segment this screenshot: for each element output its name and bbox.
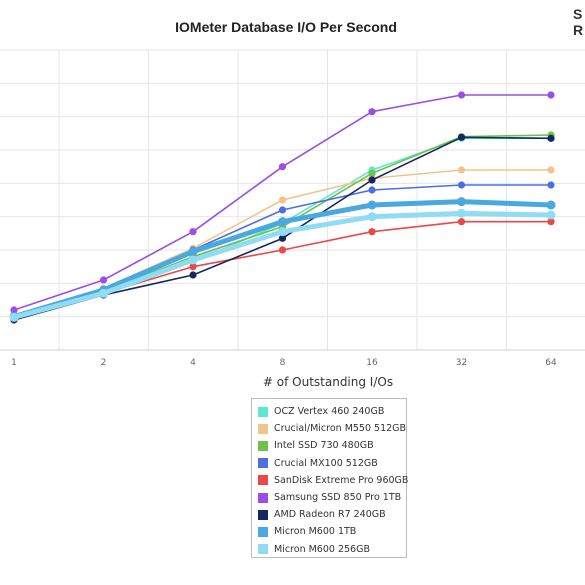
data-point [368, 169, 376, 177]
chart-legend: OCZ Vertex 460 240GB Crucial/Micron M550 … [251, 398, 409, 558]
legend-label: Crucial MX100 512GB [274, 457, 378, 469]
x-tick-label: 32 [456, 358, 467, 368]
site-logo: S R [573, 6, 583, 38]
data-point [368, 176, 376, 184]
data-point [99, 288, 108, 298]
x-tick-label: 2 [101, 358, 107, 368]
chart-grid [0, 49, 585, 351]
data-point [457, 133, 466, 141]
data-point [367, 212, 377, 222]
legend-swatch [258, 458, 268, 469]
x-tick-label: 1 [11, 358, 17, 368]
legend-label: Micron M600 256GB [274, 543, 370, 555]
data-point [457, 197, 466, 207]
series-micron-m600-256gb [9, 208, 556, 322]
legend-item: Intel SSD 730 480GB [258, 437, 406, 454]
legend-label: Intel SSD 730 480GB [274, 440, 374, 452]
data-point [9, 312, 19, 322]
data-point [189, 228, 197, 236]
data-point [99, 276, 108, 284]
data-point [546, 210, 556, 220]
data-point [189, 271, 197, 279]
data-point [368, 108, 376, 116]
legend-label: SanDisk Extreme Pro 960GB [274, 474, 409, 486]
data-point [547, 134, 555, 142]
legend-label: Crucial/Micron M550 512GB [274, 423, 407, 435]
data-point [278, 246, 287, 254]
data-point [367, 200, 377, 210]
legend-swatch [258, 526, 268, 537]
x-tick-label: 64 [545, 358, 557, 368]
data-point [278, 196, 287, 204]
chart-title: IOMeter Database I/O Per Second [175, 19, 397, 35]
legend-swatch [258, 492, 268, 503]
legend-swatch [258, 544, 268, 555]
legend-swatch [258, 440, 268, 451]
legend-item: OCZ Vertex 460 240GB [258, 403, 406, 420]
data-point [188, 247, 198, 257]
data-point [278, 227, 287, 237]
legend-item: Micron M600 1TB [258, 523, 406, 540]
legend-label: OCZ Vertex 460 240GB [274, 406, 385, 418]
data-point [546, 200, 556, 210]
series-samsung-ssd-850-pro-1tb [10, 91, 555, 314]
data-point [457, 91, 466, 99]
x-tick-label: 4 [190, 358, 196, 368]
logo-letter-top: S [573, 6, 582, 22]
legend-label: Samsung SSD 850 Pro 1TB [274, 492, 402, 504]
data-point [547, 166, 555, 174]
legend-swatch [258, 423, 268, 434]
x-tick-label: 8 [280, 358, 286, 368]
data-point [278, 163, 287, 171]
data-point [547, 218, 555, 226]
data-point [278, 234, 287, 242]
data-point [547, 91, 555, 99]
legend-item: Samsung SSD 850 Pro 1TB [258, 489, 406, 506]
data-point [368, 186, 376, 194]
legend-item: Micron M600 256GB [258, 541, 406, 558]
legend-swatch [258, 475, 268, 486]
legend-item: Crucial MX100 512GB [258, 455, 406, 472]
legend-label: Micron M600 1TB [274, 526, 357, 538]
legend-label: AMD Radeon R7 240GB [274, 509, 386, 521]
legend-item: Crucial/Micron M550 512GB [258, 420, 406, 437]
data-point [10, 306, 18, 314]
legend-item: SanDisk Extreme Pro 960GB [258, 472, 409, 489]
legend-swatch [258, 406, 268, 417]
data-point [278, 217, 287, 227]
chart-series [9, 91, 556, 324]
data-point [457, 166, 466, 174]
logo-letter-bottom: R [573, 22, 583, 38]
x-axis-label: # of Outstanding I/Os [263, 375, 393, 389]
data-point [457, 208, 466, 218]
data-point [189, 263, 197, 271]
legend-swatch [258, 509, 268, 520]
x-tick-label: 16 [366, 358, 378, 368]
data-point [188, 255, 198, 265]
legend-item: AMD Radeon R7 240GB [258, 506, 406, 523]
data-point [457, 181, 466, 189]
data-point [457, 218, 466, 226]
data-point [278, 206, 287, 214]
x-axis-ticks: 1 2 4 8 16 32 64 [11, 358, 557, 368]
data-point [547, 181, 555, 189]
data-point [368, 228, 376, 236]
